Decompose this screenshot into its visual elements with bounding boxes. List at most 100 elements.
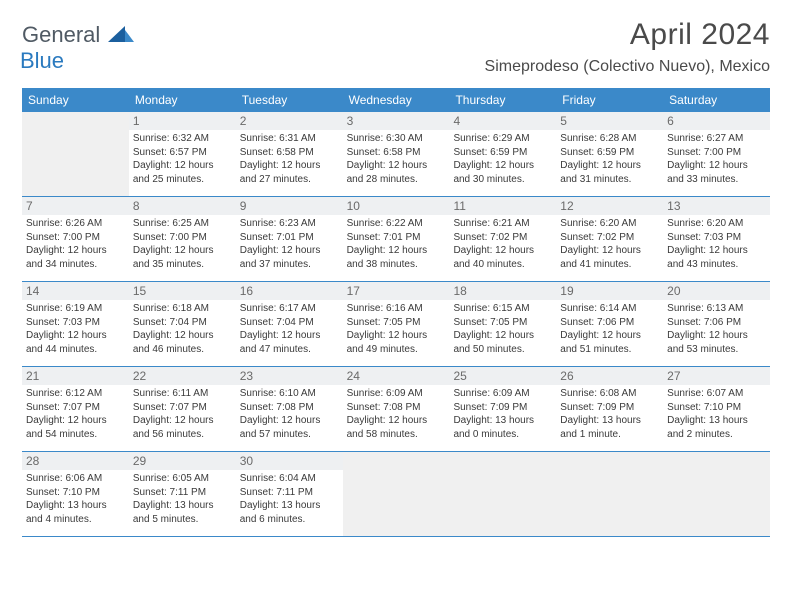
day-number: 13 xyxy=(663,197,770,215)
day-cell: 15Sunrise: 6:18 AMSunset: 7:04 PMDayligh… xyxy=(129,282,236,366)
daylight1-line: Daylight: 13 hours xyxy=(560,414,659,428)
daylight2-line: and 43 minutes. xyxy=(667,258,766,272)
day-number: 6 xyxy=(663,112,770,130)
day-number: 2 xyxy=(236,112,343,130)
daylight1-line: Daylight: 12 hours xyxy=(133,414,232,428)
sunrise-line: Sunrise: 6:11 AM xyxy=(133,387,232,401)
sunrise-line: Sunrise: 6:17 AM xyxy=(240,302,339,316)
day-number: 14 xyxy=(22,282,129,300)
daylight2-line: and 0 minutes. xyxy=(453,428,552,442)
daylight2-line: and 31 minutes. xyxy=(560,173,659,187)
sunrise-line: Sunrise: 6:15 AM xyxy=(453,302,552,316)
sunrise-line: Sunrise: 6:10 AM xyxy=(240,387,339,401)
daylight2-line: and 33 minutes. xyxy=(667,173,766,187)
sunrise-line: Sunrise: 6:12 AM xyxy=(26,387,125,401)
day-number: 21 xyxy=(22,367,129,385)
daylight2-line: and 6 minutes. xyxy=(240,513,339,527)
sunset-line: Sunset: 6:58 PM xyxy=(347,146,446,160)
daylight2-line: and 37 minutes. xyxy=(240,258,339,272)
daylight1-line: Daylight: 12 hours xyxy=(133,159,232,173)
week-row: 21Sunrise: 6:12 AMSunset: 7:07 PMDayligh… xyxy=(22,367,770,452)
daylight1-line: Daylight: 13 hours xyxy=(26,499,125,513)
daylight1-line: Daylight: 12 hours xyxy=(347,329,446,343)
daylight1-line: Daylight: 12 hours xyxy=(560,244,659,258)
header: General Blue April 2024 Simeprodeso (Col… xyxy=(22,18,770,76)
month-title: April 2024 xyxy=(485,18,770,52)
sunset-line: Sunset: 7:01 PM xyxy=(240,231,339,245)
daylight2-line: and 46 minutes. xyxy=(133,343,232,357)
sunset-line: Sunset: 6:59 PM xyxy=(560,146,659,160)
day-number: 3 xyxy=(343,112,450,130)
daylight2-line: and 51 minutes. xyxy=(560,343,659,357)
calendar-page: General Blue April 2024 Simeprodeso (Col… xyxy=(0,0,792,555)
day-number: 19 xyxy=(556,282,663,300)
daylight1-line: Daylight: 12 hours xyxy=(667,159,766,173)
daylight2-line: and 47 minutes. xyxy=(240,343,339,357)
day-number: 18 xyxy=(449,282,556,300)
day-cell: 9Sunrise: 6:23 AMSunset: 7:01 PMDaylight… xyxy=(236,197,343,281)
day-cell: 19Sunrise: 6:14 AMSunset: 7:06 PMDayligh… xyxy=(556,282,663,366)
day-number: 8 xyxy=(129,197,236,215)
sunrise-line: Sunrise: 6:31 AM xyxy=(240,132,339,146)
daylight1-line: Daylight: 12 hours xyxy=(347,414,446,428)
day-cell: 17Sunrise: 6:16 AMSunset: 7:05 PMDayligh… xyxy=(343,282,450,366)
daylight2-line: and 57 minutes. xyxy=(240,428,339,442)
sunrise-line: Sunrise: 6:28 AM xyxy=(560,132,659,146)
daylight2-line: and 38 minutes. xyxy=(347,258,446,272)
day-cell: 6Sunrise: 6:27 AMSunset: 7:00 PMDaylight… xyxy=(663,112,770,196)
day-cell: 5Sunrise: 6:28 AMSunset: 6:59 PMDaylight… xyxy=(556,112,663,196)
day-header-row: Sunday Monday Tuesday Wednesday Thursday… xyxy=(22,88,770,112)
day-cell: 26Sunrise: 6:08 AMSunset: 7:09 PMDayligh… xyxy=(556,367,663,451)
sunset-line: Sunset: 7:07 PM xyxy=(133,401,232,415)
sunrise-line: Sunrise: 6:04 AM xyxy=(240,472,339,486)
sunrise-line: Sunrise: 6:29 AM xyxy=(453,132,552,146)
daylight1-line: Daylight: 13 hours xyxy=(240,499,339,513)
day-number: 22 xyxy=(129,367,236,385)
daylight1-line: Daylight: 12 hours xyxy=(560,329,659,343)
title-block: April 2024 Simeprodeso (Colectivo Nuevo)… xyxy=(485,18,770,76)
day-header-sat: Saturday xyxy=(663,93,770,107)
daylight2-line: and 25 minutes. xyxy=(133,173,232,187)
day-number: 17 xyxy=(343,282,450,300)
day-cell: 14Sunrise: 6:19 AMSunset: 7:03 PMDayligh… xyxy=(22,282,129,366)
daylight1-line: Daylight: 13 hours xyxy=(667,414,766,428)
day-cell: 13Sunrise: 6:20 AMSunset: 7:03 PMDayligh… xyxy=(663,197,770,281)
daylight2-line: and 2 minutes. xyxy=(667,428,766,442)
sunset-line: Sunset: 7:03 PM xyxy=(667,231,766,245)
sunset-line: Sunset: 7:00 PM xyxy=(26,231,125,245)
sunrise-line: Sunrise: 6:20 AM xyxy=(667,217,766,231)
daylight1-line: Daylight: 12 hours xyxy=(133,329,232,343)
location: Simeprodeso (Colectivo Nuevo), Mexico xyxy=(485,58,770,76)
sunset-line: Sunset: 7:10 PM xyxy=(667,401,766,415)
sunset-line: Sunset: 6:57 PM xyxy=(133,146,232,160)
sunset-line: Sunset: 7:07 PM xyxy=(26,401,125,415)
day-cell: 4Sunrise: 6:29 AMSunset: 6:59 PMDaylight… xyxy=(449,112,556,196)
day-cell: 1Sunrise: 6:32 AMSunset: 6:57 PMDaylight… xyxy=(129,112,236,196)
day-number: 23 xyxy=(236,367,343,385)
logo-text-general: General xyxy=(22,22,100,47)
day-cell: 21Sunrise: 6:12 AMSunset: 7:07 PMDayligh… xyxy=(22,367,129,451)
sunset-line: Sunset: 6:58 PM xyxy=(240,146,339,160)
sunset-line: Sunset: 7:04 PM xyxy=(133,316,232,330)
day-number: 12 xyxy=(556,197,663,215)
daylight1-line: Daylight: 12 hours xyxy=(453,329,552,343)
daylight2-line: and 30 minutes. xyxy=(453,173,552,187)
daylight1-line: Daylight: 12 hours xyxy=(240,159,339,173)
daylight2-line: and 27 minutes. xyxy=(240,173,339,187)
sunset-line: Sunset: 7:00 PM xyxy=(133,231,232,245)
logo: General Blue xyxy=(22,22,134,74)
sunrise-line: Sunrise: 6:30 AM xyxy=(347,132,446,146)
day-cell: 10Sunrise: 6:22 AMSunset: 7:01 PMDayligh… xyxy=(343,197,450,281)
sunset-line: Sunset: 7:00 PM xyxy=(667,146,766,160)
week-row: 7Sunrise: 6:26 AMSunset: 7:00 PMDaylight… xyxy=(22,197,770,282)
sunset-line: Sunset: 7:09 PM xyxy=(560,401,659,415)
day-cell: 18Sunrise: 6:15 AMSunset: 7:05 PMDayligh… xyxy=(449,282,556,366)
daylight2-line: and 49 minutes. xyxy=(347,343,446,357)
weeks-container: 1Sunrise: 6:32 AMSunset: 6:57 PMDaylight… xyxy=(22,112,770,537)
day-header-fri: Friday xyxy=(556,93,663,107)
sunrise-line: Sunrise: 6:22 AM xyxy=(347,217,446,231)
day-number: 24 xyxy=(343,367,450,385)
daylight1-line: Daylight: 13 hours xyxy=(453,414,552,428)
daylight2-line: and 40 minutes. xyxy=(453,258,552,272)
sunset-line: Sunset: 7:06 PM xyxy=(667,316,766,330)
